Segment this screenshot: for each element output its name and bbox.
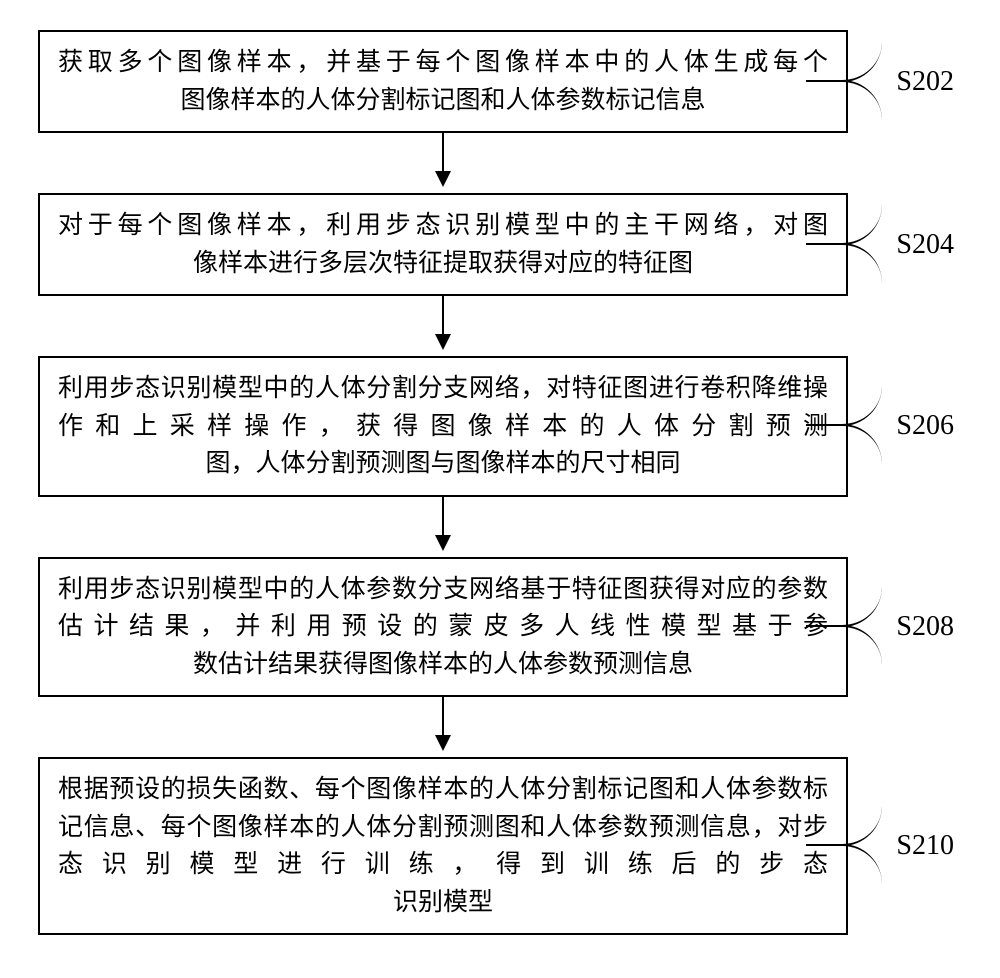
step-box-s210: 根据预设的损失函数、每个图像样本的人体分割标记图和人体参数标记信息、每个图像样本…: [38, 757, 848, 935]
connector-s206: [806, 386, 882, 426]
step-text-s206-p1: 利用步态识别模型中的人体分割分支网络，对特征图进行卷积降维操作和上采样操作，获得…: [58, 375, 828, 440]
step-label-s206: S206: [896, 410, 954, 442]
step-label-s208: S208: [896, 611, 954, 643]
connector-s208: [806, 587, 882, 627]
arrow-head-icon: [435, 735, 451, 751]
step-container-5: 根据预设的损失函数、每个图像样本的人体分割标记图和人体参数标记信息、每个图像样本…: [20, 757, 980, 935]
arrow-2: [20, 296, 866, 356]
step-box-s202: 获取多个图像样本，并基于每个图像样本中的人体生成每个图像样本的人体分割标记图和人…: [38, 30, 848, 133]
step-text-s204-p2: 像样本进行多层次特征提取获得对应的特征图: [58, 245, 828, 283]
step-container-3: 利用步态识别模型中的人体分割分支网络，对特征图进行卷积降维操作和上采样操作，获得…: [20, 356, 980, 497]
connector-s204: [806, 205, 882, 245]
step-box-s206: 利用步态识别模型中的人体分割分支网络，对特征图进行卷积降维操作和上采样操作，获得…: [38, 356, 848, 497]
step-text-s206-p2: 图，人体分割预测图与图像样本的尺寸相同: [58, 445, 828, 483]
step-label-s210: S210: [896, 830, 954, 862]
step-text-s202-p2: 图像样本的人体分割标记图和人体参数标记信息: [58, 82, 828, 120]
step-text-s204-p1: 对于每个图像样本，利用步态识别模型中的主干网络，对图: [58, 212, 828, 239]
arrow-4: [20, 697, 866, 757]
step-label-s202: S202: [896, 66, 954, 98]
step-text-s208-p1: 利用步态识别模型中的人体参数分支网络基于特征图获得对应的参数估计结果，并利用预设…: [58, 576, 828, 641]
arrow-1: [20, 133, 866, 193]
step-container-2: 对于每个图像样本，利用步态识别模型中的主干网络，对图像样本进行多层次特征提取获得…: [20, 193, 980, 296]
arrow-head-icon: [435, 535, 451, 551]
step-container-1: 获取多个图像样本，并基于每个图像样本中的人体生成每个图像样本的人体分割标记图和人…: [20, 30, 980, 133]
arrow-head-icon: [435, 171, 451, 187]
step-text-s202-p1: 获取多个图像样本，并基于每个图像样本中的人体生成每个: [58, 49, 828, 76]
step-text-s208-p2: 数估计结果获得图像样本的人体参数预测信息: [58, 646, 828, 684]
step-label-s204: S204: [896, 229, 954, 261]
arrow-3: [20, 497, 866, 557]
step-box-s208: 利用步态识别模型中的人体参数分支网络基于特征图获得对应的参数估计结果，并利用预设…: [38, 557, 848, 698]
step-text-s210-p1: 根据预设的损失函数、每个图像样本的人体分割标记图和人体参数标记信息、每个图像样本…: [58, 776, 828, 878]
step-container-4: 利用步态识别模型中的人体参数分支网络基于特征图获得对应的参数估计结果，并利用预设…: [20, 557, 980, 698]
flowchart-container: 获取多个图像样本，并基于每个图像样本中的人体生成每个图像样本的人体分割标记图和人…: [0, 0, 1000, 978]
connector-s210: [806, 806, 882, 846]
step-text-s210-p2: 识别模型: [58, 884, 828, 922]
step-box-s204: 对于每个图像样本，利用步态识别模型中的主干网络，对图像样本进行多层次特征提取获得…: [38, 193, 848, 296]
arrow-head-icon: [435, 334, 451, 350]
connector-s202: [806, 42, 882, 82]
